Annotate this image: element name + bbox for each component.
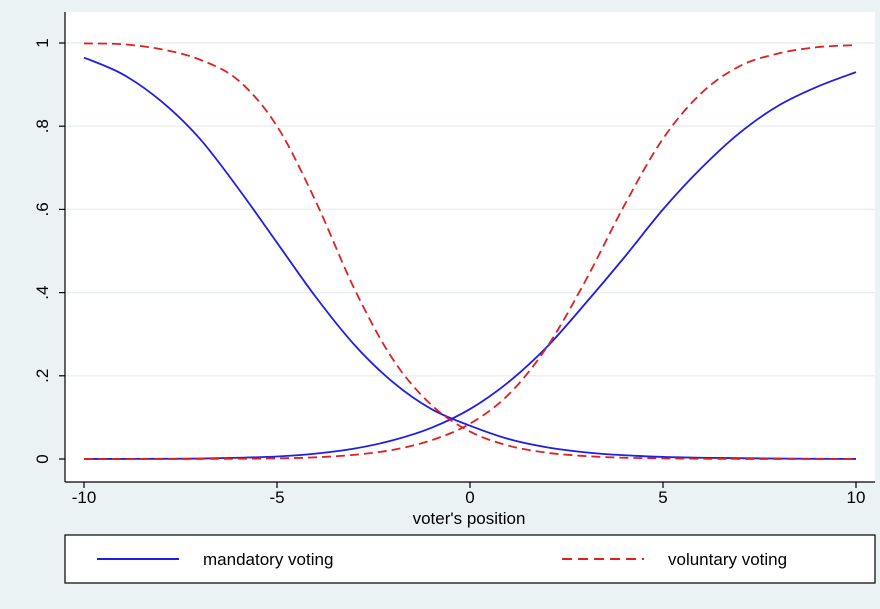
- x-tick-label-0: -10: [72, 488, 97, 507]
- series-line-3: [83, 42, 856, 460]
- x-tick-label-4: 10: [847, 488, 866, 507]
- plot-background: [65, 12, 875, 482]
- legend-label-0: mandatory voting: [203, 550, 333, 569]
- legend-box: [64, 534, 876, 584]
- y-tick-label-3: .6: [33, 202, 52, 216]
- grid: [65, 42, 875, 377]
- tick-labels: 0 .2 .4 .6 .8 1 -10 -5 0 5 10: [33, 38, 865, 507]
- y-tick-label-0: 0: [33, 454, 52, 463]
- plot-area: [65, 12, 875, 482]
- series-line-2: [84, 44, 857, 460]
- y-tick-label-4: .8: [33, 119, 52, 133]
- legend: mandatory voting voluntary voting: [64, 534, 876, 584]
- y-tick-label-1: .2: [33, 369, 52, 383]
- x-axis-label: voter's position: [413, 509, 526, 528]
- x-tick-label-2: 0: [465, 488, 474, 507]
- series-layer: [83, 42, 857, 460]
- y-tick-label-2: .4: [33, 286, 52, 300]
- x-tick-label-1: -5: [269, 488, 284, 507]
- legend-label-1: voluntary voting: [668, 550, 787, 569]
- series-line-1: [83, 56, 857, 460]
- x-tick-label-3: 5: [658, 488, 667, 507]
- y-tick-label-5: 1: [33, 38, 52, 47]
